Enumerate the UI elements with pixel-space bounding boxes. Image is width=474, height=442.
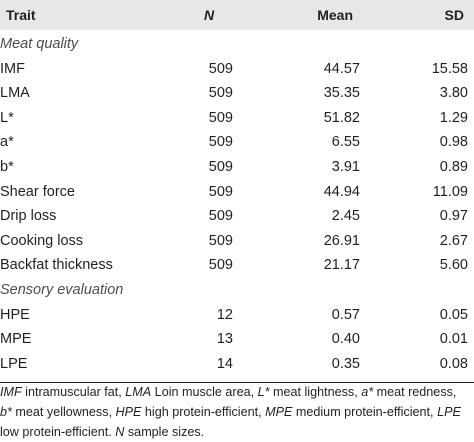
cell-n: 509: [208, 232, 233, 249]
cell-n: 14: [216, 355, 233, 372]
cell-n: 509: [208, 257, 233, 274]
cell-mean: 44.57: [323, 60, 360, 77]
cell-mean: 26.91: [323, 232, 360, 249]
footnote-abbrev: HPE: [115, 405, 142, 419]
cell-sd: 11.09: [432, 183, 468, 200]
cell-trait: Backfat thickness: [0, 257, 113, 274]
table-row: Backfat thickness 509 21.17 5.60: [0, 254, 474, 278]
footnote-text: meat redness,: [373, 385, 457, 399]
cell-mean: 21.17: [323, 257, 360, 274]
cell-n: 12: [216, 306, 233, 323]
cell-n: 509: [208, 208, 233, 225]
cell-mean: 0.57: [331, 306, 360, 323]
table-footnote: IMF intramuscular fat, LMA Loin muscle a…: [0, 382, 470, 442]
cell-sd: 0.98: [439, 134, 468, 151]
section-title: Meat quality: [0, 36, 79, 52]
footnote-abbrev: L*: [257, 385, 270, 399]
table-row: Shear force 509 44.94 11.09: [0, 181, 474, 205]
footnote-text: low protein-efficient.: [0, 425, 116, 439]
footnote-abbrev: MPE: [265, 405, 293, 419]
table-bottom-rule: [0, 382, 474, 383]
cell-trait: L*: [0, 109, 14, 126]
cell-trait: Shear force: [0, 183, 75, 200]
table-row: Drip loss 509 2.45 0.97: [0, 205, 474, 229]
cell-trait: MPE: [0, 331, 32, 348]
cell-sd: 0.05: [439, 306, 468, 323]
cell-sd: 15.58: [431, 60, 468, 77]
cell-mean: 35.35: [323, 85, 360, 102]
cell-sd: 5.60: [439, 257, 468, 274]
footnote-text: high protein-efficient,: [141, 405, 266, 419]
cell-trait: HPE: [0, 306, 30, 323]
cell-trait: LPE: [0, 355, 28, 372]
cell-trait: IMF: [0, 60, 25, 77]
footnote-abbrev: IMF: [0, 385, 22, 399]
cell-mean: 2.45: [331, 208, 360, 225]
table-row: Cooking loss 509 26.91 2.67: [0, 230, 474, 254]
footnote-text: medium protein-efficient,: [292, 405, 438, 419]
footnote-text: sample sizes.: [124, 425, 205, 439]
cell-mean: 0.35: [331, 355, 360, 372]
header-n: N: [204, 7, 215, 23]
header-trait: Trait: [6, 7, 36, 23]
table-row: a* 509 6.55 0.98: [0, 131, 474, 155]
footnote-text: Loin muscle area,: [151, 385, 258, 399]
cell-trait: a*: [0, 134, 14, 151]
cell-mean: 3.91: [331, 159, 360, 175]
header-mean: Mean: [317, 7, 353, 23]
cell-mean: 44.94: [323, 183, 360, 200]
footnote-abbrev: LPE: [437, 405, 461, 419]
cell-mean: 6.55: [331, 134, 360, 151]
cell-n: 509: [208, 85, 233, 102]
cell-sd: 0.89: [439, 159, 468, 175]
table-row: HPE 12 0.57 0.05: [0, 304, 474, 328]
cell-sd: 3.80: [439, 85, 468, 102]
cell-trait: Cooking loss: [0, 232, 84, 249]
table-row: LPE 14 0.35 0.08: [0, 353, 474, 377]
footnote-abbrev: N: [115, 425, 125, 439]
footnote-abbrev: LMA: [125, 385, 152, 399]
cell-sd: 0.01: [439, 331, 468, 348]
cell-mean: 0.40: [331, 331, 360, 348]
cell-trait: b*: [0, 159, 14, 175]
footnote-abbrev: a*: [361, 385, 374, 399]
footnote-text: meat lightness,: [269, 385, 362, 399]
table-header: Trait N Mean SD: [0, 0, 474, 30]
header-sd: SD: [444, 7, 464, 23]
footnote-abbrev: b*: [0, 405, 12, 419]
cell-n: 509: [208, 159, 233, 175]
cell-sd: 0.08: [439, 355, 468, 372]
cell-mean: 51.82: [323, 109, 360, 126]
cell-n: 509: [208, 183, 233, 200]
cell-n: 13: [216, 331, 233, 348]
cell-sd: 0.97: [439, 208, 468, 225]
section-row: Meat quality: [0, 33, 474, 57]
cell-trait: Drip loss: [0, 208, 57, 225]
cell-n: 509: [208, 109, 233, 126]
table-row: b* 509 3.91 0.89: [0, 156, 474, 180]
cell-n: 509: [208, 134, 233, 151]
cell-sd: 2.67: [439, 232, 468, 249]
footnote-text: meat yellowness,: [11, 405, 116, 419]
table-row: LMA 509 35.35 3.80: [0, 82, 474, 106]
footnote-text: intramuscular fat,: [21, 385, 126, 399]
section-title: Sensory evaluation: [0, 282, 124, 298]
table-row: MPE 13 0.40 0.01: [0, 328, 474, 352]
cell-n: 509: [208, 60, 233, 77]
cell-sd: 1.29: [439, 109, 468, 126]
section-row: Sensory evaluation: [0, 279, 474, 303]
table-row: IMF 509 44.57 15.58: [0, 58, 474, 82]
table-row: L* 509 51.82 1.29: [0, 107, 474, 131]
cell-trait: LMA: [0, 85, 30, 102]
